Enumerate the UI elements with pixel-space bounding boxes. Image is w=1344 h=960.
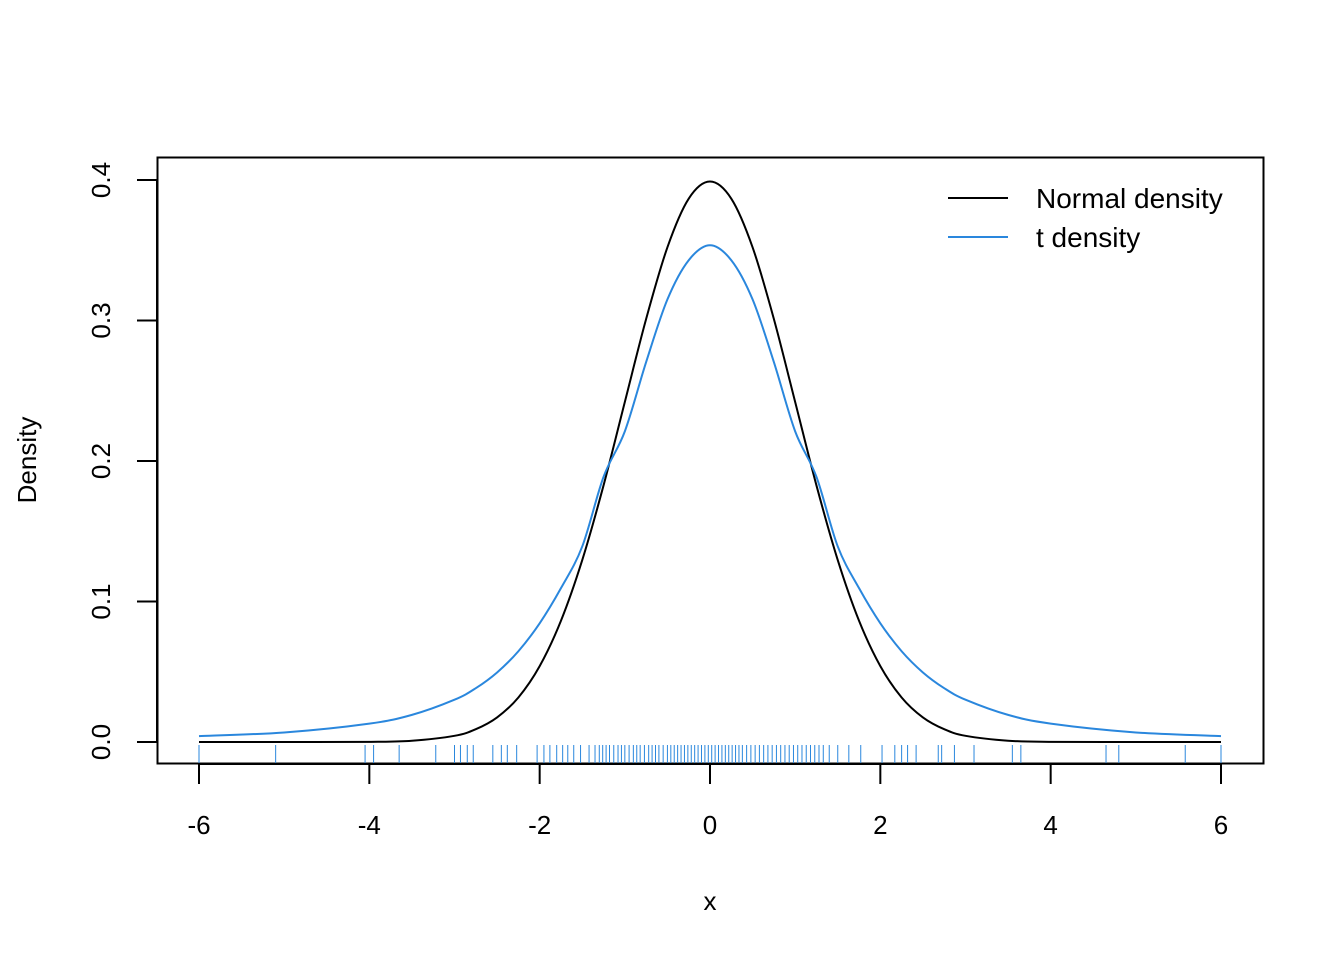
series-lines (198, 180, 1222, 744)
t-density-line (198, 244, 1222, 738)
y-tick-label: 0.0 (86, 724, 116, 760)
legend-label: t density (1036, 222, 1140, 253)
x-tick-label: 4 (1043, 810, 1057, 840)
normal-density-line (198, 180, 1222, 744)
x-tick-label: 2 (873, 810, 887, 840)
x-axis-label: x (704, 886, 717, 916)
x-tick-label: 0 (703, 810, 717, 840)
rug-marks (198, 745, 1222, 763)
x-tick-label: -2 (528, 810, 551, 840)
y-tick-label: 0.3 (86, 302, 116, 338)
y-tick-label: 0.4 (86, 162, 116, 198)
legend: Normal density t density (948, 183, 1223, 253)
y-tick-label: 0.2 (86, 443, 116, 479)
x-axis: -6 -4 -2 0 2 4 6 (187, 763, 1228, 840)
legend-label: Normal density (1036, 183, 1223, 214)
y-axis: 0.0 0.1 0.2 0.3 0.4 (86, 162, 158, 760)
y-tick-label: 0.1 (86, 583, 116, 619)
x-tick-label: -4 (358, 810, 381, 840)
y-axis-label: Density (12, 417, 42, 504)
x-tick-label: 6 (1214, 810, 1228, 840)
x-tick-label: -6 (187, 810, 210, 840)
